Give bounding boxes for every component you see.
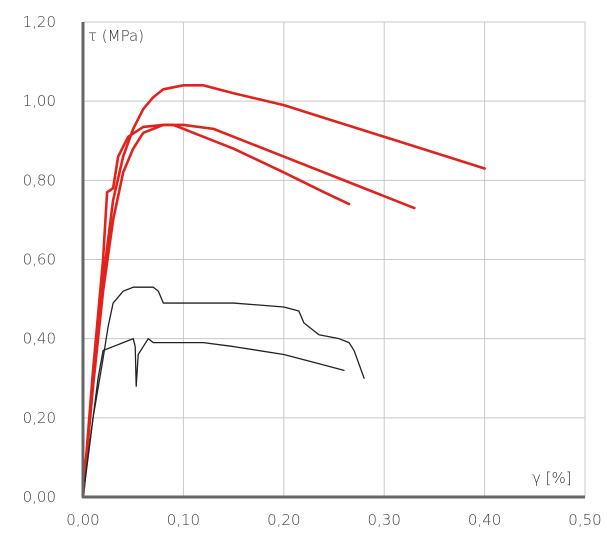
x-tick-label: 0,00	[66, 511, 99, 529]
y-tick-label: 0,40	[23, 330, 56, 348]
y-tick-label: 0,80	[23, 171, 56, 189]
y-tick-label: 1,00	[23, 92, 56, 110]
series-group	[81, 84, 486, 499]
x-tick-label: 0,40	[468, 511, 501, 529]
y-tick-label: 0,00	[23, 488, 56, 506]
series-line-unreinforced-5	[82, 338, 345, 498]
series-line-reinforced-3	[81, 123, 351, 499]
x-tick-label: 0,50	[568, 511, 601, 529]
y-tick-label: 0,60	[23, 251, 56, 269]
axes	[81, 22, 585, 499]
y-tick-label: 0,20	[23, 409, 56, 427]
grid	[83, 21, 586, 497]
x-tick-label: 0,30	[367, 511, 400, 529]
x-tick-label: 0,10	[167, 511, 200, 529]
x-axis-label: γ [%]	[532, 469, 572, 487]
tick-labels: 0,00 0,10 0,20 0,30 0,40 0,50 0,00 0,20 0,40 0,60…	[23, 13, 602, 529]
x-tick-label: 0,20	[267, 511, 300, 529]
y-axis-label: τ (MPa)	[88, 27, 144, 45]
series-line-reinforced-1	[81, 84, 486, 499]
y-tick-label: 1,20	[23, 13, 56, 31]
series-line-unreinforced-4	[82, 286, 365, 498]
